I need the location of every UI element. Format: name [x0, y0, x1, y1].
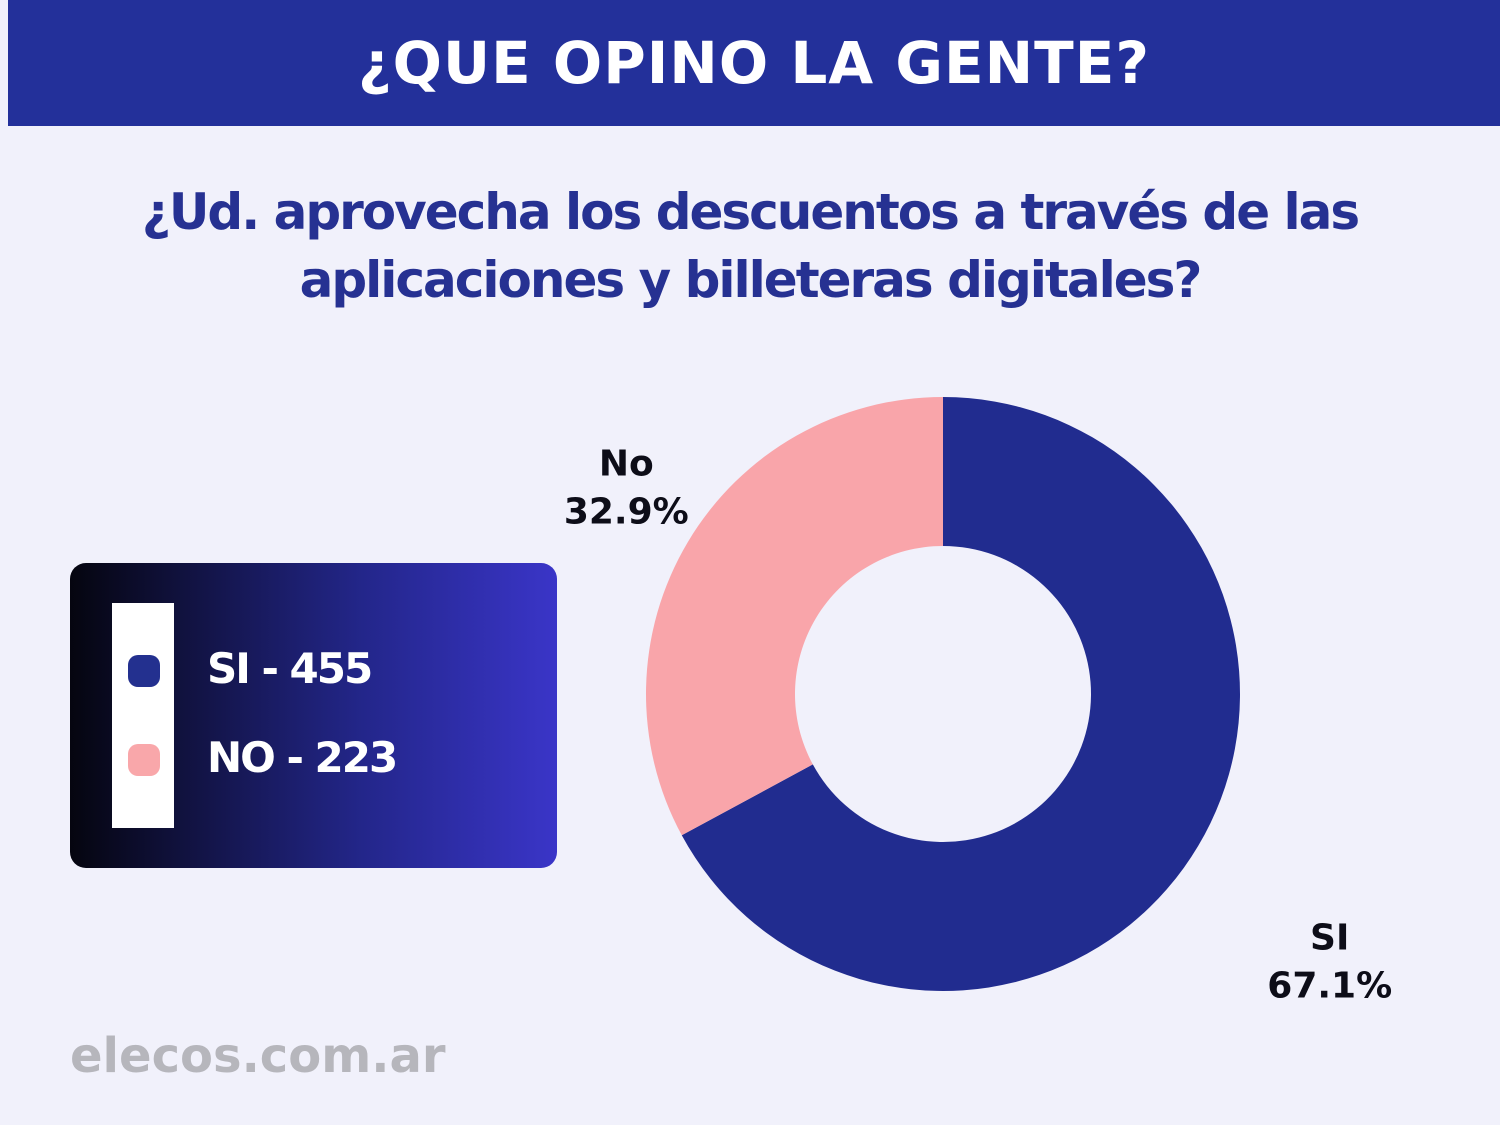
legend-item-no: NO - 223 [70, 728, 557, 788]
legend-box: SI - 455 NO - 223 [70, 563, 557, 868]
legend-white-bar [112, 603, 174, 828]
slice-labels: SI 67.1% No 32.9% [564, 443, 1392, 1006]
watermark-text: elecos.com.ar [70, 1028, 446, 1084]
legend-label-si: SI - 455 [207, 644, 373, 693]
donut-slice-no [646, 397, 943, 836]
header-title: ¿QUE OPINO LA GENTE? [358, 29, 1150, 97]
legend-label-no: NO - 223 [207, 733, 398, 782]
slice-label-si: SI 67.1% [1267, 918, 1392, 1007]
donut-slices [646, 397, 1241, 991]
question-text: ¿Ud. aprovecha los descuentos a través d… [141, 183, 1360, 309]
donut-slice-si [681, 397, 1241, 991]
slice-label-no: No 32.9% [564, 443, 689, 532]
legend-swatch-si [128, 655, 160, 687]
legend-swatch-no [128, 744, 160, 776]
header-banner: ¿QUE OPINO LA GENTE? [8, 0, 1500, 126]
legend-item-si: SI - 455 [70, 639, 557, 699]
